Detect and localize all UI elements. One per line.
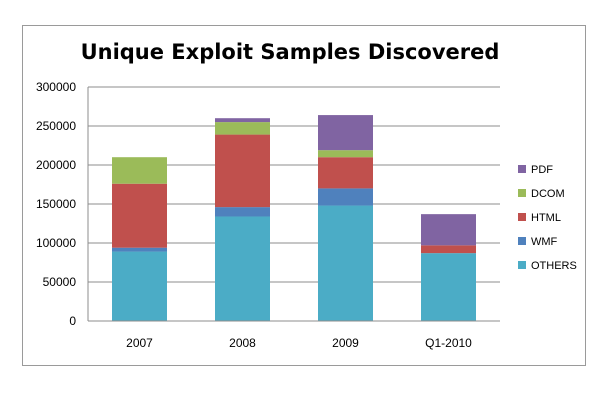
bar-segment-wmf bbox=[112, 247, 167, 252]
y-tick-label: 150000 bbox=[36, 197, 76, 211]
bar-segment-wmf bbox=[318, 188, 373, 206]
bar-segment-others bbox=[215, 216, 270, 321]
bar-segment-pdf bbox=[318, 115, 373, 151]
bar-segment-others bbox=[421, 253, 476, 321]
y-tick-label: 0 bbox=[69, 314, 76, 328]
legend-label-html: HTML bbox=[531, 212, 561, 224]
bar-segment-dcom bbox=[215, 122, 270, 135]
axes: 0 50000 100000 150000 200000 250000 300000 2007… bbox=[36, 80, 500, 350]
chart-title: Unique Exploit Samples Discovered bbox=[80, 40, 500, 64]
bar-segment-html bbox=[112, 183, 167, 248]
y-tick-label: 300000 bbox=[36, 80, 76, 94]
bar-segment-wmf bbox=[215, 207, 270, 217]
bar-segment-others bbox=[318, 205, 373, 321]
legend-label-pdf: PDF bbox=[531, 164, 553, 176]
bar-segment-pdf bbox=[215, 118, 270, 123]
legend-label-others: OTHERS bbox=[531, 260, 577, 272]
bar-segment-pdf bbox=[421, 214, 476, 246]
legend-swatch-html bbox=[518, 213, 526, 221]
legend-label-wmf: WMF bbox=[531, 236, 558, 248]
legend-label-dcom: DCOM bbox=[531, 188, 565, 200]
bars bbox=[112, 115, 476, 321]
y-tick-label: 100000 bbox=[36, 236, 76, 250]
bar-segment-dcom bbox=[112, 157, 167, 184]
bar-segment-html bbox=[421, 245, 476, 254]
x-tick-label: 2009 bbox=[332, 336, 359, 350]
bar-segment-dcom bbox=[318, 150, 373, 158]
legend-swatch-dcom bbox=[518, 189, 526, 197]
y-tick-label: 250000 bbox=[36, 119, 76, 133]
x-tick-label: 2008 bbox=[229, 336, 256, 350]
legend-swatch-wmf bbox=[518, 237, 526, 245]
bar-segment-html bbox=[318, 157, 373, 189]
y-tick-label: 200000 bbox=[36, 158, 76, 172]
legend-swatch-pdf bbox=[518, 165, 526, 173]
legend-swatch-others bbox=[518, 261, 526, 269]
bar-segment-others bbox=[112, 251, 167, 321]
x-tick-label: 2007 bbox=[126, 336, 153, 350]
x-tick-label: Q1-2010 bbox=[425, 336, 472, 350]
bar-segment-html bbox=[215, 134, 270, 208]
legend: PDF DCOM HTML WMF OTHERS bbox=[518, 164, 577, 272]
y-tick-label: 50000 bbox=[43, 275, 77, 289]
